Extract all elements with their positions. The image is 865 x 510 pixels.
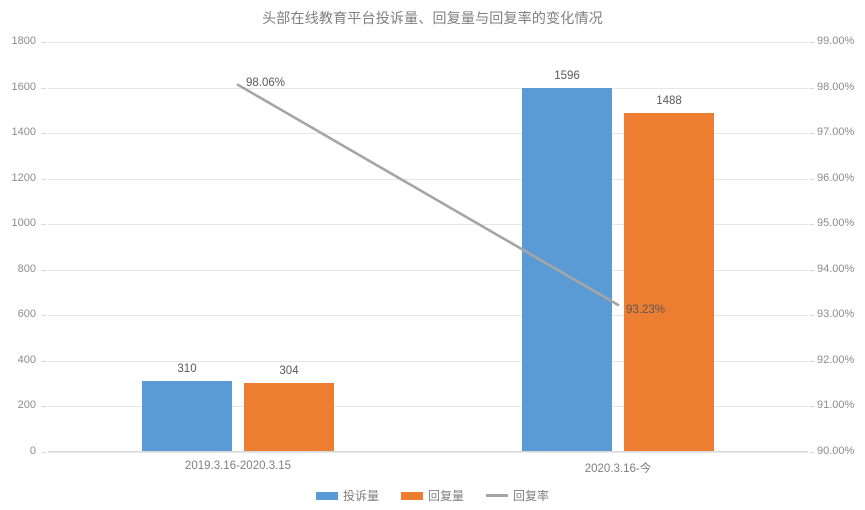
left-axis-tick-label: 1800: [11, 35, 36, 47]
right-axis-tick-label: 91.00%: [817, 399, 855, 412]
left-axis-tick-mark: [41, 178, 46, 180]
legend-item-reply-rate[interactable]: 回复率: [486, 487, 549, 504]
left-axis-tick-label: 1200: [11, 171, 36, 184]
category-axis-line: [48, 451, 808, 452]
right-axis-tick-mark: [809, 315, 814, 317]
left-axis-tick-label: 0: [29, 445, 36, 457]
legend-label-reply-rate: 回复率: [513, 489, 550, 503]
category-label-2020: 2020.3.16-今: [584, 463, 652, 475]
right-axis-tick-mark: [809, 178, 814, 180]
left-axis-tick-label: 1400: [11, 126, 36, 139]
chart-legend: 投诉量 回复量 回复率: [0, 487, 865, 504]
right-axis-tick-mark: [809, 269, 814, 271]
left-axis-tick-mark: [41, 452, 46, 453]
right-axis-tick-mark: [809, 42, 814, 43]
right-axis-tick-label: 94.00%: [817, 262, 855, 275]
gridline: [48, 42, 808, 43]
chart-title: 头部在线教育平台投诉量、回复量与回复率的变化情况: [262, 10, 603, 26]
bar-label-replies-2019: 304: [279, 364, 299, 377]
point-label-rate-2019: 98.06%: [246, 76, 286, 89]
left-axis-tick-label: 800: [17, 262, 36, 275]
right-axis-tick-mark: [809, 452, 814, 453]
left-axis-tick-mark: [41, 133, 46, 135]
legend-label-complaints: 投诉量: [342, 489, 379, 503]
gridline: [48, 87, 808, 89]
gridline: [48, 360, 808, 362]
left-axis-tick-mark: [41, 87, 46, 89]
left-axis-tick-label: 1600: [11, 80, 36, 93]
bar-label-replies-2020: 1488: [656, 95, 682, 108]
bar-label-complaints-2019: 310: [177, 363, 197, 376]
legend-label-replies: 回复量: [427, 489, 464, 503]
left-axis-tick-label: 1000: [11, 217, 36, 230]
bar-complaints-2020[interactable]: [522, 88, 612, 451]
right-axis-tick-label: 96.00%: [817, 171, 855, 184]
legend-swatch-complaints: [315, 491, 338, 500]
legend-swatch-reply-rate: [486, 494, 508, 497]
right-axis-tick-label: 90.00%: [817, 445, 855, 457]
left-axis-tick-mark: [41, 42, 46, 43]
gridline: [48, 452, 808, 453]
bar-complaints-2019[interactable]: [142, 381, 232, 451]
legend-item-replies[interactable]: 回复量: [400, 487, 464, 504]
right-axis-tick-label: 93.00%: [817, 308, 855, 321]
right-axis-tick-mark: [809, 360, 814, 362]
right-axis-tick-label: 99.00%: [817, 35, 855, 47]
left-axis-tick-mark: [41, 224, 46, 226]
legend-item-complaints[interactable]: 投诉量: [315, 487, 379, 504]
right-axis-tick-mark: [809, 406, 814, 408]
point-label-rate-2020: 93.23%: [626, 303, 666, 316]
right-axis-tick-label: 97.00%: [817, 126, 855, 139]
left-axis-tick-label: 600: [17, 308, 36, 321]
left-axis-tick-mark: [41, 315, 46, 317]
right-axis-tick-label: 92.00%: [817, 353, 855, 366]
bar-label-complaints-2020: 1596: [554, 70, 580, 83]
left-axis-tick-label: 200: [17, 399, 36, 412]
category-label-2019: 2019.3.16-2020.3.15: [184, 460, 292, 472]
gridline: [48, 406, 808, 408]
left-axis-tick-mark: [41, 406, 46, 408]
left-axis-tick-mark: [41, 360, 46, 362]
bar-replies-2020[interactable]: [624, 113, 714, 451]
legend-swatch-replies: [400, 491, 423, 500]
right-axis-tick-label: 98.00%: [817, 80, 855, 93]
right-axis-tick-label: 95.00%: [817, 217, 855, 230]
gridline: [48, 315, 808, 317]
bar-replies-2019[interactable]: [244, 382, 334, 451]
left-axis-tick-label: 400: [17, 353, 36, 366]
right-axis-tick-mark: [809, 87, 814, 89]
right-axis-tick-mark: [809, 133, 814, 135]
plot-area: 310 304 1596 1488 98.06% 93.23%: [48, 42, 808, 453]
right-axis-tick-mark: [809, 224, 814, 226]
left-axis-tick-mark: [41, 269, 46, 271]
